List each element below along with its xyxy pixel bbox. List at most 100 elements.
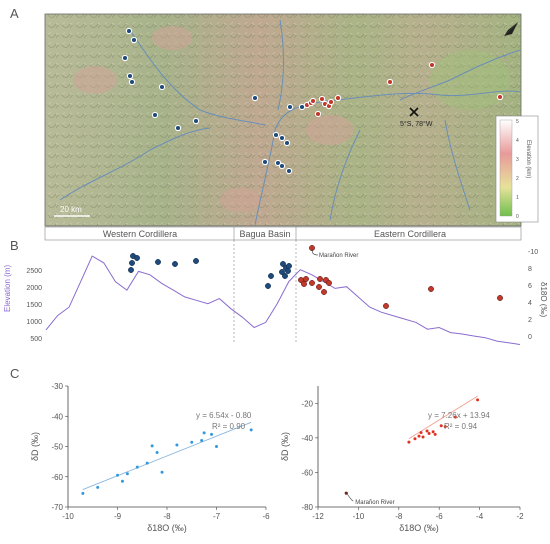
x-tick-label: -10 [62,512,74,521]
sample-site-blue [274,159,282,167]
data-point [249,428,253,432]
panel-label-c: C [10,366,19,381]
left-tick: 1000 [26,319,42,326]
y-tick-label: -30 [51,382,63,391]
data-point [202,431,206,435]
x-tick-label: -9 [114,512,122,521]
left-axis-label: Elevation (m) [3,265,12,312]
scale-bar-label: 20 km [60,205,82,214]
profile-panel: Western Cordillera Bagua Basin Eastern C… [3,226,548,345]
panel-label-b: B [10,238,19,253]
y-tick-label: -50 [51,443,63,452]
regression-line [82,421,252,490]
x-tick-label: -4 [476,512,484,521]
profile-site-red [309,280,315,286]
sample-site-red [428,61,436,69]
data-point [175,443,179,447]
sample-site-blue [126,72,134,80]
data-point [215,445,218,448]
sample-site-red [314,110,322,118]
data-point [453,415,457,419]
sample-site-blue [192,117,200,125]
sample-site-blue [283,139,291,147]
highland-patch [306,115,354,145]
river-annotation: Marañon River [311,248,358,259]
x-tick-label: -8 [395,512,403,521]
left-tick: 500 [30,336,42,343]
sample-site-blue [158,83,166,91]
sample-site-red [496,93,504,101]
sample-site-blue [128,78,136,86]
legend-tick: 4 [516,138,519,144]
profile-site-red [301,281,307,287]
data-point [476,398,480,402]
legend-tick: 3 [516,157,519,163]
profile-site-blue [193,258,199,264]
sample-site-blue [285,167,293,175]
data-point [155,451,159,455]
sample-site-blue [174,124,182,132]
sample-site-blue [298,103,306,111]
left-tick: 1500 [26,302,42,309]
x-tick-label: -12 [312,512,324,521]
y-axis-label: δD (‰) [30,432,40,461]
scatter-left: -10 -9 -8 -7 -6 -30 -40 -50 -60 -70 δ18O (‰) δD (‰)… [30,382,270,533]
lowland-patch [430,50,510,110]
x-tick-label: -7 [213,512,221,521]
legend-tick: 1 [516,195,519,201]
profile-site-red [303,276,309,282]
data-point [439,424,443,428]
y-tick-label: -40 [51,412,63,421]
sample-site-blue [278,162,286,170]
right-tick: 4 [528,300,532,307]
region-bar [44,226,522,241]
x-tick-label: -6 [436,512,444,521]
y-tick-label: -60 [301,468,313,477]
profile-site-blue [265,283,271,289]
y-tick-label: -70 [51,503,63,512]
profile-site-red [316,284,322,290]
annotation-label: Marañon River [355,500,394,506]
coordinate-marker: 5°S, 78°W [400,107,433,128]
sample-site-red [327,98,335,106]
r-squared: R² = 0.94 [444,422,478,431]
panel-label-a: A [10,6,19,21]
sample-site-blue [286,103,294,111]
data-point [210,432,214,436]
highland-patch [220,188,260,212]
legend-colorbar [499,119,513,217]
profile-site-red [317,276,323,282]
profile-site-blue [128,267,134,273]
sample-site-blue [272,131,280,139]
data-point [417,434,421,438]
sample-site-red [318,95,326,103]
profile-site-red [321,289,327,295]
regression-equation: y = 7.26x + 13.94 [428,411,490,420]
profile-site-blue [134,255,140,261]
legend-tick: 0 [516,214,519,220]
data-point [421,435,425,439]
regression-equation: y = 6.54x - 0.80 [196,411,252,420]
scale-bar: 20 km [54,205,90,217]
annotation-leader [346,492,354,502]
right-tick: 8 [528,266,532,273]
y-tick-label: -60 [51,473,63,482]
sample-site-red [386,78,394,86]
right-axis-label: δ18O (‰) [539,282,548,317]
cross-icon [409,107,419,117]
right-tick: 2 [528,317,532,324]
data-point [116,473,119,477]
river-label: Marañon River [319,253,358,259]
coordinate-label: 5°S, 78°W [400,120,433,128]
region-label: Eastern Cordillera [374,229,446,239]
legend-tick: 2 [516,176,519,182]
legend-tick: 5 [516,119,519,125]
data-point [190,440,194,444]
region-label: Bagua Basin [239,229,290,239]
data-point [431,430,435,434]
profile-site-blue [172,261,178,267]
data-point [413,437,417,441]
r-squared: R² = 0.90 [212,422,246,431]
profile-site-blue [280,261,286,267]
